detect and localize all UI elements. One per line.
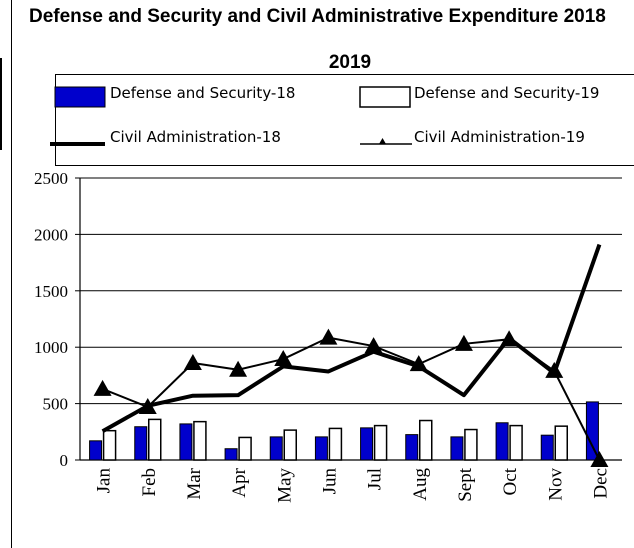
x-tick-label: Jul xyxy=(365,468,386,490)
x-tick-label: Feb xyxy=(139,468,160,497)
bar-defense-19 xyxy=(193,420,207,461)
y-tick-label: 500 xyxy=(43,395,69,414)
bar-defense-18 xyxy=(89,440,103,461)
x-tick-label: Apr xyxy=(229,467,250,497)
marker-civil-19 xyxy=(183,353,202,370)
bar-defense-18 xyxy=(179,423,193,461)
bar-defense-19 xyxy=(238,436,252,461)
marker-civil-19 xyxy=(364,337,383,354)
marker-civil-19 xyxy=(93,379,112,396)
marker-civil-19 xyxy=(500,330,519,347)
y-tick-label: 1000 xyxy=(34,338,68,357)
x-tick-label: Jan xyxy=(94,468,115,494)
bar-defense-18 xyxy=(314,436,328,461)
x-tick-label: Dec xyxy=(590,468,611,499)
marker-civil-19 xyxy=(138,397,157,414)
legend-label-civil-19: Civil Administration-19 xyxy=(414,128,585,146)
legend-label-defense-19: Defense and Security-19 xyxy=(414,84,600,102)
legend-label-civil-18: Civil Administration-18 xyxy=(110,128,281,146)
legend-swatch-defense-19 xyxy=(359,86,411,108)
bar-defense-18 xyxy=(405,434,419,461)
y-tick-label: 1500 xyxy=(34,282,68,301)
bar-defense-19 xyxy=(419,419,433,461)
bar-defense-19 xyxy=(148,418,162,461)
bar-defense-19 xyxy=(509,424,523,461)
bar-defense-18 xyxy=(540,434,554,461)
y-tick-label: 2500 xyxy=(34,169,68,188)
legend-label-defense-18: Defense and Security-18 xyxy=(110,84,296,102)
x-tick-label: Sept xyxy=(455,467,476,502)
bar-defense-18 xyxy=(450,436,464,461)
legend-marker-civil-19 xyxy=(379,138,386,144)
bar-defense-18 xyxy=(360,427,374,461)
marker-civil-19 xyxy=(545,361,564,378)
x-tick-label: Oct xyxy=(500,467,521,495)
marker-civil-19 xyxy=(409,355,428,372)
bar-defense-19 xyxy=(102,429,117,461)
bar-defense-19 xyxy=(373,424,388,461)
x-tick-label: Jun xyxy=(319,468,340,495)
x-tick-label: May xyxy=(274,468,295,503)
y-tick-label: 0 xyxy=(60,451,69,470)
plot-area: 0 500 1000 1500 2000 2500 Jan Feb Mar Apr May Jun Ju… xyxy=(34,169,622,503)
bar-defense-19 xyxy=(328,427,343,461)
bar-defense-19 xyxy=(554,425,568,461)
chart-title: Defense and Security and Civil Administr… xyxy=(29,6,606,27)
x-tick-label: Nov xyxy=(545,468,566,501)
bar-defense-18 xyxy=(224,448,238,461)
frame-edge xyxy=(0,58,2,150)
bar-defense-19 xyxy=(464,428,478,461)
marker-civil-19 xyxy=(229,360,248,377)
bar-defense-18 xyxy=(134,426,148,461)
marker-civil-19 xyxy=(454,334,473,351)
chart-title-line2: 2019 xyxy=(328,52,372,73)
bar-defense-18 xyxy=(269,436,283,461)
marker-civil-19 xyxy=(274,350,293,367)
x-tick-label: Aug xyxy=(410,468,431,501)
bar-defense-18 xyxy=(495,422,509,461)
frame-left-border xyxy=(11,0,12,548)
legend-swatch-defense-18 xyxy=(54,86,106,108)
marker-civil-19 xyxy=(590,451,609,467)
bar-defense-18 xyxy=(585,401,599,461)
y-tick-label: 2000 xyxy=(34,225,68,244)
bar-defense-19 xyxy=(283,429,297,461)
marker-civil-19 xyxy=(319,328,338,345)
legend xyxy=(55,74,634,166)
x-tick-label: Mar xyxy=(184,467,205,499)
